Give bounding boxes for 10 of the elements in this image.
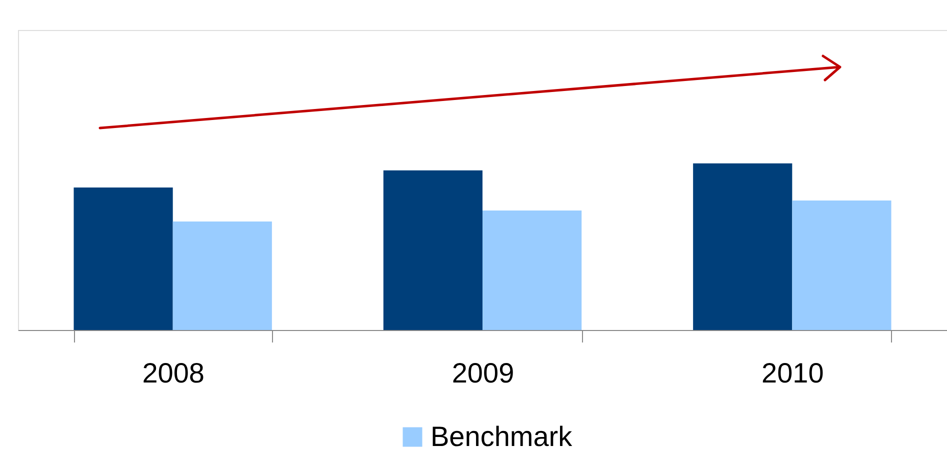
bar (792, 200, 892, 330)
bar (383, 170, 482, 330)
bar (693, 163, 792, 330)
legend-label: Benchmark (430, 421, 574, 451)
x-tick-label: 2010 (762, 358, 824, 388)
x-tick-label: 2008 (142, 358, 204, 388)
bar (74, 188, 173, 330)
bar (482, 210, 582, 330)
x-tick-label: 2009 (452, 358, 514, 388)
bar (172, 222, 272, 330)
